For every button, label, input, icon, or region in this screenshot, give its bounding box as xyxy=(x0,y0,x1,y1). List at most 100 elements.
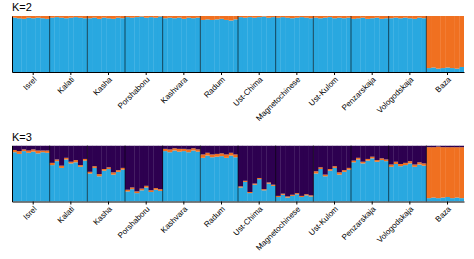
bar-segment xyxy=(337,146,342,173)
bar-segment xyxy=(403,18,408,72)
bar-segment xyxy=(271,186,276,202)
bar-segment xyxy=(436,146,441,147)
bar-segment xyxy=(210,146,215,155)
bar-segment xyxy=(205,19,210,72)
bar-segment xyxy=(40,152,45,201)
bar-segment xyxy=(393,18,398,72)
bar-segment xyxy=(384,146,389,160)
bar-segment xyxy=(106,16,111,18)
x-tick-label: Kasha xyxy=(92,75,115,98)
x-tick: Kashvara xyxy=(159,72,190,105)
group-separator xyxy=(238,146,239,202)
bar-segment xyxy=(408,18,413,72)
bar-segment xyxy=(309,146,314,196)
bar-segment xyxy=(337,175,342,202)
bar-segment xyxy=(375,18,380,72)
group-separator xyxy=(313,16,314,72)
bar-segment xyxy=(436,69,441,72)
bar-segment xyxy=(196,146,201,150)
bar-segment xyxy=(431,147,436,197)
bar-segment xyxy=(36,153,41,201)
bar-segment xyxy=(403,146,408,163)
x-tick: Kashvara xyxy=(159,202,190,235)
bar-segment xyxy=(214,16,219,19)
bar-segment xyxy=(40,18,45,72)
bar-segment xyxy=(31,152,36,202)
bar-segment xyxy=(247,17,252,72)
bar-segment xyxy=(247,193,252,201)
bar-segment xyxy=(172,151,177,202)
bar-segment xyxy=(309,18,314,72)
bar-segment xyxy=(445,197,450,201)
bar-segment xyxy=(243,146,248,181)
bar-segment xyxy=(459,16,464,67)
bar-segment xyxy=(130,16,135,18)
bar-segment xyxy=(125,146,130,190)
bar-segment xyxy=(323,146,328,175)
bar-segment xyxy=(69,18,74,72)
bar-segment xyxy=(384,18,389,72)
x-tick-mark xyxy=(183,72,184,75)
bar-segment xyxy=(111,16,116,19)
bar-segment xyxy=(163,151,168,201)
bar-segment xyxy=(78,146,83,166)
y-axis xyxy=(12,146,13,202)
x-tick-mark xyxy=(447,202,448,205)
bar-segment xyxy=(59,18,64,72)
bar-segment xyxy=(436,147,441,199)
bar-segment xyxy=(134,16,139,17)
bar-segment xyxy=(134,17,139,72)
bar-segment xyxy=(219,16,224,19)
group-separator xyxy=(275,16,276,72)
x-tick-label: Isrel xyxy=(22,204,39,221)
bar-segment xyxy=(327,171,332,202)
bar-segment xyxy=(408,16,413,18)
x-tick-label: Kasha xyxy=(92,204,115,227)
marks xyxy=(12,16,464,72)
x-tick-mark xyxy=(447,72,448,75)
bar-segment xyxy=(224,20,229,72)
bar-segment xyxy=(31,149,36,151)
x-axis-line xyxy=(13,72,465,73)
bar-segment xyxy=(111,19,116,72)
bar-segment xyxy=(403,165,408,201)
bar-segment xyxy=(158,17,163,72)
bar-segment xyxy=(440,146,445,148)
bar-segment xyxy=(412,146,417,165)
bar-segment xyxy=(290,196,295,202)
bar-segment xyxy=(196,152,201,202)
bar-segment xyxy=(384,160,389,162)
bar-segment xyxy=(238,186,243,187)
bar-segment xyxy=(271,17,276,72)
bar-segment xyxy=(50,163,55,165)
bar-segment xyxy=(69,162,74,164)
bar-segment xyxy=(54,161,59,201)
bar-segment xyxy=(351,161,356,163)
bar-segment xyxy=(445,16,450,68)
bar-segment xyxy=(299,17,304,72)
x-tick-label: Ust-Kulom xyxy=(307,204,340,237)
bar-segment xyxy=(54,16,59,17)
x-tick-label: Kashvara xyxy=(159,204,190,235)
bar-segment xyxy=(375,146,380,161)
bar-segment xyxy=(233,16,238,19)
bar-segment xyxy=(158,16,163,17)
bar-segment xyxy=(214,154,219,157)
bar-segment xyxy=(389,167,394,202)
bar-segment xyxy=(36,16,41,18)
y-axis xyxy=(12,17,13,73)
bar-segment xyxy=(219,19,224,72)
x-tick-mark xyxy=(259,72,260,75)
bar-segment xyxy=(455,198,460,202)
bar-segment xyxy=(21,16,26,19)
group-separator xyxy=(125,16,126,72)
bar-segment xyxy=(243,16,248,18)
x-tick-mark xyxy=(372,72,373,75)
bar-segment xyxy=(393,164,398,202)
bar-segment xyxy=(153,18,158,72)
bar-segment xyxy=(332,16,337,18)
bar-segment xyxy=(17,18,22,72)
bar-segment xyxy=(422,16,427,18)
x-tick-mark xyxy=(108,72,109,75)
bar-segment xyxy=(182,19,187,72)
